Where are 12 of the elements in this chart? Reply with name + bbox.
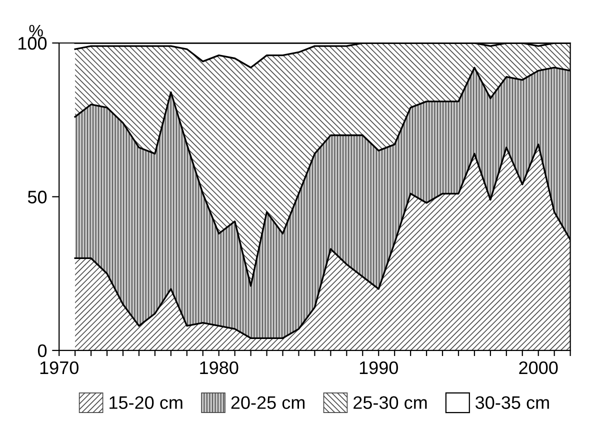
legend-label: 15-20 cm: [110, 396, 182, 409]
y-axis-title: %: [29, 24, 43, 37]
x-tick-label: 2000: [519, 361, 558, 374]
legend-label: 25-30 cm: [354, 396, 427, 409]
y-tick-label: 50: [28, 190, 47, 204]
legend-label: 20-25 cm: [231, 396, 304, 409]
x-tick-label: 1990: [360, 361, 398, 374]
y-tick-label: 0: [38, 344, 47, 358]
legend-label: 30-35 cm: [476, 396, 549, 409]
x-tick-label: 1980: [200, 361, 238, 374]
x-tick-label: 1970: [40, 361, 78, 374]
y-tick-label: 100: [18, 36, 47, 50]
